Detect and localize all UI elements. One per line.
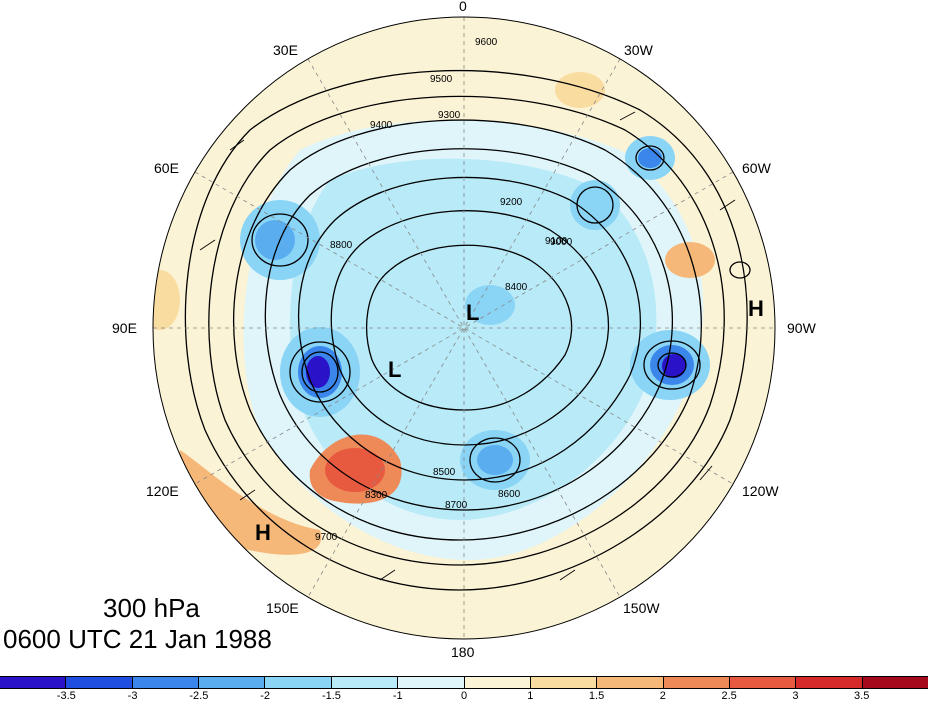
lon-label: 0 bbox=[459, 0, 467, 14]
colorbar-tick-label: 1.5 bbox=[588, 690, 605, 702]
pressure-centers: H H L L bbox=[255, 296, 764, 545]
lon-label: 150W bbox=[623, 600, 660, 616]
colorbar-tick-label: -1.5 bbox=[321, 690, 341, 702]
lon-label: 90E bbox=[112, 320, 137, 336]
colorbar-tick-label: -1 bbox=[392, 690, 403, 702]
low-marker: L bbox=[388, 357, 401, 382]
contour-label: 9500 bbox=[430, 74, 453, 85]
colorbar-box bbox=[862, 677, 928, 688]
level-title: 300 hPa bbox=[103, 593, 200, 623]
lon-label: 30E bbox=[273, 42, 298, 58]
colorbar-tick-label: -2 bbox=[260, 690, 271, 702]
colorbar-box bbox=[199, 677, 266, 688]
contour-label: 8700 bbox=[445, 500, 468, 511]
colorbar-tick-label: 0 bbox=[460, 690, 468, 702]
colorbar-box bbox=[398, 677, 465, 688]
lon-label: 60W bbox=[742, 160, 771, 176]
high-marker: H bbox=[255, 520, 271, 545]
colorbar-tick-label: 2 bbox=[659, 690, 666, 702]
colorbar-tick-label: -3 bbox=[127, 690, 138, 702]
contour-layer bbox=[184, 69, 751, 591]
contour-label: 9400 bbox=[370, 120, 393, 131]
colorbar-tick-label: 1 bbox=[527, 690, 534, 702]
lon-label: 180 bbox=[451, 644, 475, 660]
lon-label: 150E bbox=[266, 600, 299, 616]
contour-label: 9600 bbox=[475, 37, 498, 48]
lon-label: 90W bbox=[787, 320, 816, 336]
colorbar-box bbox=[0, 677, 67, 688]
map-border bbox=[152, 16, 776, 640]
colorbar-tick-label: -3.5 bbox=[56, 690, 76, 702]
lon-label: 60E bbox=[154, 160, 179, 176]
colorbar-box bbox=[66, 677, 133, 688]
colorbar-tick-label: 2.5 bbox=[721, 690, 737, 702]
colorbar-tick-label: 3.5 bbox=[854, 690, 870, 702]
colorbar-box bbox=[663, 677, 730, 688]
low-marker: L bbox=[466, 300, 479, 325]
colorbar-box bbox=[331, 677, 399, 688]
contour-labels: 9600 9500 9300 9400 9200 9100 9000 8800 … bbox=[315, 37, 573, 543]
contour-label: 9000 bbox=[550, 237, 573, 248]
contour-label: 8600 bbox=[498, 489, 521, 500]
contour-label: 8400 bbox=[505, 282, 528, 293]
contour-label: 9100 bbox=[545, 236, 568, 247]
lon-label: 30W bbox=[624, 42, 653, 58]
colorbar bbox=[0, 676, 928, 689]
contour-label: 9700 bbox=[315, 532, 338, 543]
lon-label: 120E bbox=[146, 483, 179, 499]
time-title: 0600 UTC 21 Jan 1988 bbox=[3, 624, 272, 654]
lon-label: 120W bbox=[742, 483, 779, 499]
colorbar-box bbox=[464, 677, 531, 688]
wind-barbs bbox=[199, 111, 736, 581]
contour-label: 8500 bbox=[433, 467, 456, 478]
contour-label: 9200 bbox=[500, 197, 523, 208]
contour-label: 9300 bbox=[438, 110, 461, 121]
colorbar-box bbox=[597, 677, 664, 688]
colorbar-box bbox=[265, 677, 332, 688]
high-marker: H bbox=[748, 296, 764, 321]
contour-label: 8800 bbox=[330, 240, 353, 251]
colorbar-box bbox=[132, 677, 200, 688]
contour-label: 8300 bbox=[365, 490, 388, 501]
colorbar-box bbox=[796, 677, 863, 688]
colorbar-box bbox=[729, 677, 797, 688]
colorbar-tick-label: 3 bbox=[792, 690, 799, 702]
colorbar-box bbox=[530, 677, 598, 688]
colorbar-tick-label: -2.5 bbox=[189, 690, 209, 702]
